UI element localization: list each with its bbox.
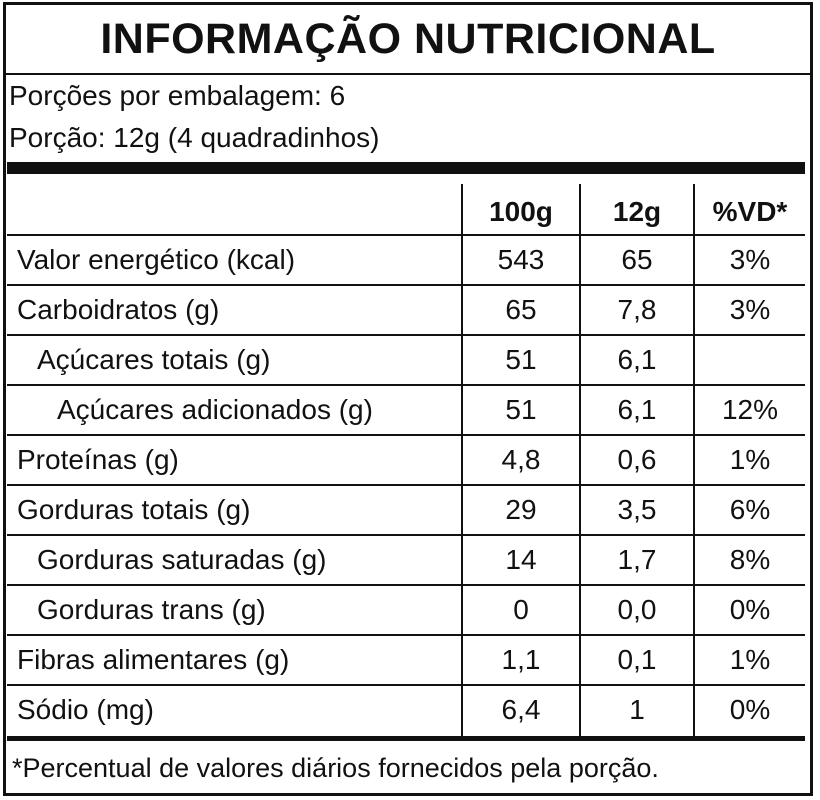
value-per-serving: 1 (629, 694, 645, 725)
value-per-100g: 4,8 (501, 444, 541, 475)
nutrient-name: Carboidratos (g) (17, 294, 220, 325)
nutrient-name: Gorduras trans (g) (37, 594, 266, 625)
nutrition-table: 100g 12g %VD* Valor energético (kcal) 543… (7, 174, 805, 736)
row-divider (7, 334, 805, 336)
value-per-serving: 6,1 (617, 394, 657, 425)
value-per-100g: 51 (505, 394, 537, 425)
column-header-dv: %VD* (712, 196, 788, 227)
value-per-serving: 1,7 (617, 544, 657, 575)
nutrient-name: Açúcares totais (g) (37, 344, 271, 375)
row-divider (7, 534, 805, 536)
bottom-divider (7, 736, 805, 741)
footnote: *Percentual de valores diários fornecido… (12, 753, 659, 783)
column-divider (693, 184, 695, 736)
column-header-serving: 12g (612, 196, 662, 227)
value-per-serving: 0,1 (617, 644, 657, 675)
row-divider (7, 434, 805, 436)
row-divider (7, 684, 805, 686)
value-per-serving: 3,5 (617, 494, 657, 525)
value-per-100g: 51 (505, 344, 537, 375)
column-divider (579, 184, 581, 736)
label-title: INFORMAÇÃO NUTRICIONAL (100, 15, 716, 63)
value-per-serving: 0,0 (617, 594, 657, 625)
nutrient-name: Proteínas (g) (17, 444, 179, 475)
value-daily-percent: 12% (721, 394, 779, 425)
value-daily-percent: 3% (729, 244, 771, 275)
value-per-100g: 29 (505, 494, 537, 525)
value-daily-percent: 8% (729, 544, 771, 575)
nutrient-name: Açúcares adicionados (g) (57, 394, 373, 425)
value-per-100g: 543 (497, 244, 545, 275)
column-header-100g: 100g (489, 196, 553, 227)
value-per-serving: 0,6 (617, 444, 657, 475)
value-daily-percent: 1% (729, 644, 771, 675)
nutrition-facts-label: INFORMAÇÃO NUTRICIONAL (3, 2, 813, 796)
value-daily-percent: 0% (729, 594, 771, 625)
row-divider (7, 484, 805, 486)
row-divider (7, 634, 805, 636)
value-daily-percent: 6% (729, 494, 771, 525)
value-per-100g: 1,1 (501, 644, 541, 675)
value-per-100g: 14 (505, 544, 537, 575)
row-divider (7, 284, 805, 286)
nutrient-name: Sódio (mg) (17, 694, 154, 725)
value-per-serving: 7,8 (617, 294, 657, 325)
column-divider (461, 184, 463, 736)
value-per-100g: 65 (505, 294, 537, 325)
value-daily-percent: 3% (729, 294, 771, 325)
value-per-100g: 0 (513, 594, 529, 625)
value-per-serving: 6,1 (617, 344, 657, 375)
row-divider (7, 384, 805, 386)
nutrient-name: Valor energético (kcal) (17, 244, 296, 275)
nutrient-name: Fibras alimentares (g) (17, 644, 290, 675)
nutrient-name: Gorduras totais (g) (17, 494, 251, 525)
value-per-100g: 6,4 (501, 694, 541, 725)
value-daily-percent: 0% (729, 694, 771, 725)
title-divider (6, 73, 810, 75)
serving-size: Porção: 12g (4 quadradinhos) (9, 122, 380, 153)
servings-per-package: Porções por embalagem: 6 (9, 80, 346, 111)
nutrient-name: Gorduras saturadas (g) (37, 544, 327, 575)
thick-divider (7, 162, 805, 174)
value-daily-percent (695, 336, 805, 384)
row-divider (7, 584, 805, 586)
value-per-serving: 65 (621, 244, 653, 275)
row-divider (7, 234, 805, 236)
value-daily-percent: 1% (729, 444, 771, 475)
